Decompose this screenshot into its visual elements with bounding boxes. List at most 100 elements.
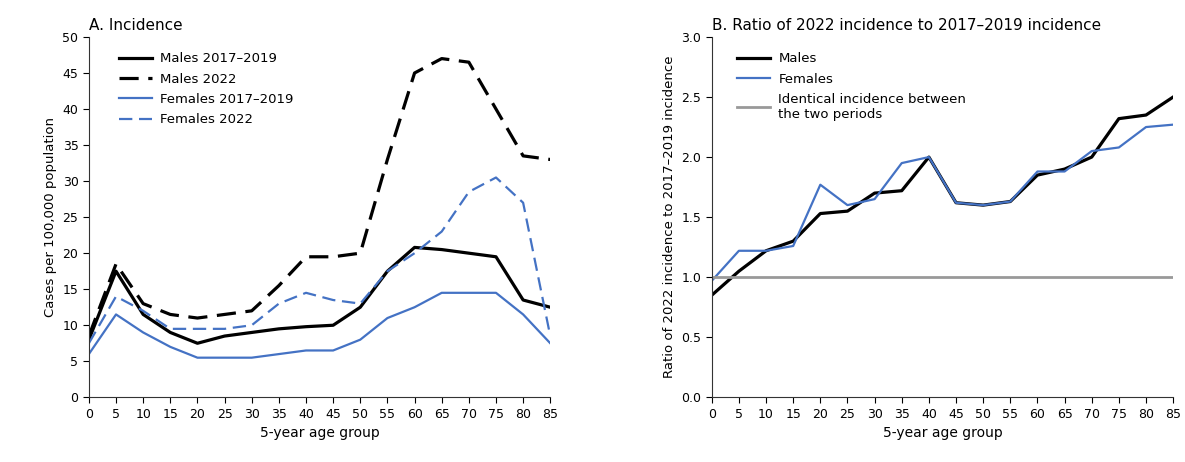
Text: B. Ratio of 2022 incidence to 2017–2019 incidence: B. Ratio of 2022 incidence to 2017–2019 … <box>712 18 1101 33</box>
Females 2022 <box>435 229 449 234</box>
Females 2017–2019 <box>136 330 150 335</box>
Males <box>786 238 800 244</box>
Identical incidence between
the two periods <box>705 274 719 280</box>
Males 2017–2019 <box>435 247 449 252</box>
Males 2022 <box>435 56 449 61</box>
Males 2022 <box>164 312 178 317</box>
X-axis label: 5-year age group: 5-year age group <box>260 426 379 440</box>
Females 2022 <box>326 297 340 303</box>
Males 2022 <box>136 301 150 306</box>
Legend: Males, Females, Identical incidence between
the two periods: Males, Females, Identical incidence betw… <box>732 47 972 126</box>
Females 2017–2019 <box>515 312 530 317</box>
Females 2017–2019 <box>191 355 205 360</box>
Females 2017–2019 <box>543 340 557 346</box>
Males <box>840 208 854 214</box>
Females <box>1004 199 1018 204</box>
Females 2017–2019 <box>109 312 123 317</box>
Males <box>1057 166 1071 172</box>
Females 2022 <box>515 200 530 206</box>
Males 2022 <box>326 254 340 260</box>
Y-axis label: Cases per 100,000 population: Cases per 100,000 population <box>44 117 57 317</box>
Females <box>922 154 936 160</box>
Females <box>813 182 827 188</box>
Males <box>758 248 773 254</box>
Males 2017–2019 <box>353 304 367 310</box>
Males <box>922 154 936 160</box>
Males 2017–2019 <box>164 330 178 335</box>
Males 2022 <box>82 333 96 339</box>
Males 2022 <box>218 312 232 317</box>
Males 2017–2019 <box>408 245 422 250</box>
Females 2017–2019 <box>462 290 476 296</box>
Males 2017–2019 <box>109 268 123 274</box>
Line: Females 2022: Females 2022 <box>89 177 550 343</box>
Males <box>1084 154 1098 160</box>
Males 2017–2019 <box>191 340 205 346</box>
Males 2017–2019 <box>515 297 530 303</box>
Females 2022 <box>82 340 96 346</box>
Females <box>1057 169 1071 174</box>
Males <box>1004 199 1018 204</box>
Males <box>976 202 991 208</box>
Females 2022 <box>543 333 557 339</box>
Females 2017–2019 <box>218 355 232 360</box>
Identical incidence between
the two periods <box>710 274 724 280</box>
Females <box>705 278 719 284</box>
Males 2017–2019 <box>380 268 395 274</box>
Legend: Males 2017–2019, Males 2022, Females 2017–2019, Females 2022: Males 2017–2019, Males 2022, Females 201… <box>114 47 299 132</box>
Females 2017–2019 <box>271 351 286 357</box>
Males 2022 <box>543 157 557 162</box>
Males 2017–2019 <box>326 322 340 328</box>
Females 2017–2019 <box>408 304 422 310</box>
Males 2022 <box>489 106 504 112</box>
Females 2022 <box>271 301 286 306</box>
Females 2017–2019 <box>244 355 258 360</box>
Text: A. Incidence: A. Incidence <box>89 18 182 33</box>
Females 2022 <box>244 322 258 328</box>
Females <box>1084 148 1098 154</box>
Females 2022 <box>380 268 395 274</box>
Females 2017–2019 <box>489 290 504 296</box>
Males 2017–2019 <box>271 326 286 332</box>
Males <box>1030 172 1044 178</box>
Females <box>867 196 882 202</box>
Line: Males 2022: Males 2022 <box>89 59 550 336</box>
Males <box>1166 94 1180 100</box>
Males 2022 <box>408 70 422 76</box>
Line: Females 2017–2019: Females 2017–2019 <box>89 293 550 358</box>
Females <box>758 248 773 254</box>
Females 2022 <box>462 189 476 195</box>
Males <box>1139 112 1153 118</box>
Females 2017–2019 <box>380 315 395 321</box>
Females 2022 <box>353 301 367 306</box>
Females 2017–2019 <box>326 348 340 353</box>
Females 2017–2019 <box>82 351 96 357</box>
Males 2017–2019 <box>543 304 557 310</box>
Females 2022 <box>191 326 205 332</box>
Males <box>732 268 747 274</box>
Females 2017–2019 <box>164 344 178 350</box>
Males <box>949 200 963 206</box>
Females 2022 <box>489 175 504 180</box>
Males 2022 <box>462 60 476 65</box>
Males 2022 <box>515 153 530 158</box>
Males 2017–2019 <box>218 333 232 339</box>
Males <box>813 211 827 216</box>
Line: Males 2017–2019: Males 2017–2019 <box>89 248 550 343</box>
Females <box>1139 124 1153 130</box>
Females 2017–2019 <box>353 337 367 342</box>
Females <box>840 202 854 208</box>
Line: Females: Females <box>712 125 1173 281</box>
Females 2017–2019 <box>435 290 449 296</box>
Males 2022 <box>191 315 205 321</box>
Females <box>732 248 747 254</box>
Males <box>895 188 909 194</box>
Males 2017–2019 <box>489 254 504 260</box>
Females 2017–2019 <box>299 348 313 353</box>
X-axis label: 5-year age group: 5-year age group <box>883 426 1003 440</box>
Males 2022 <box>353 250 367 256</box>
Line: Males: Males <box>712 97 1173 295</box>
Males 2022 <box>109 261 123 267</box>
Males <box>1112 116 1126 122</box>
Males <box>867 190 882 196</box>
